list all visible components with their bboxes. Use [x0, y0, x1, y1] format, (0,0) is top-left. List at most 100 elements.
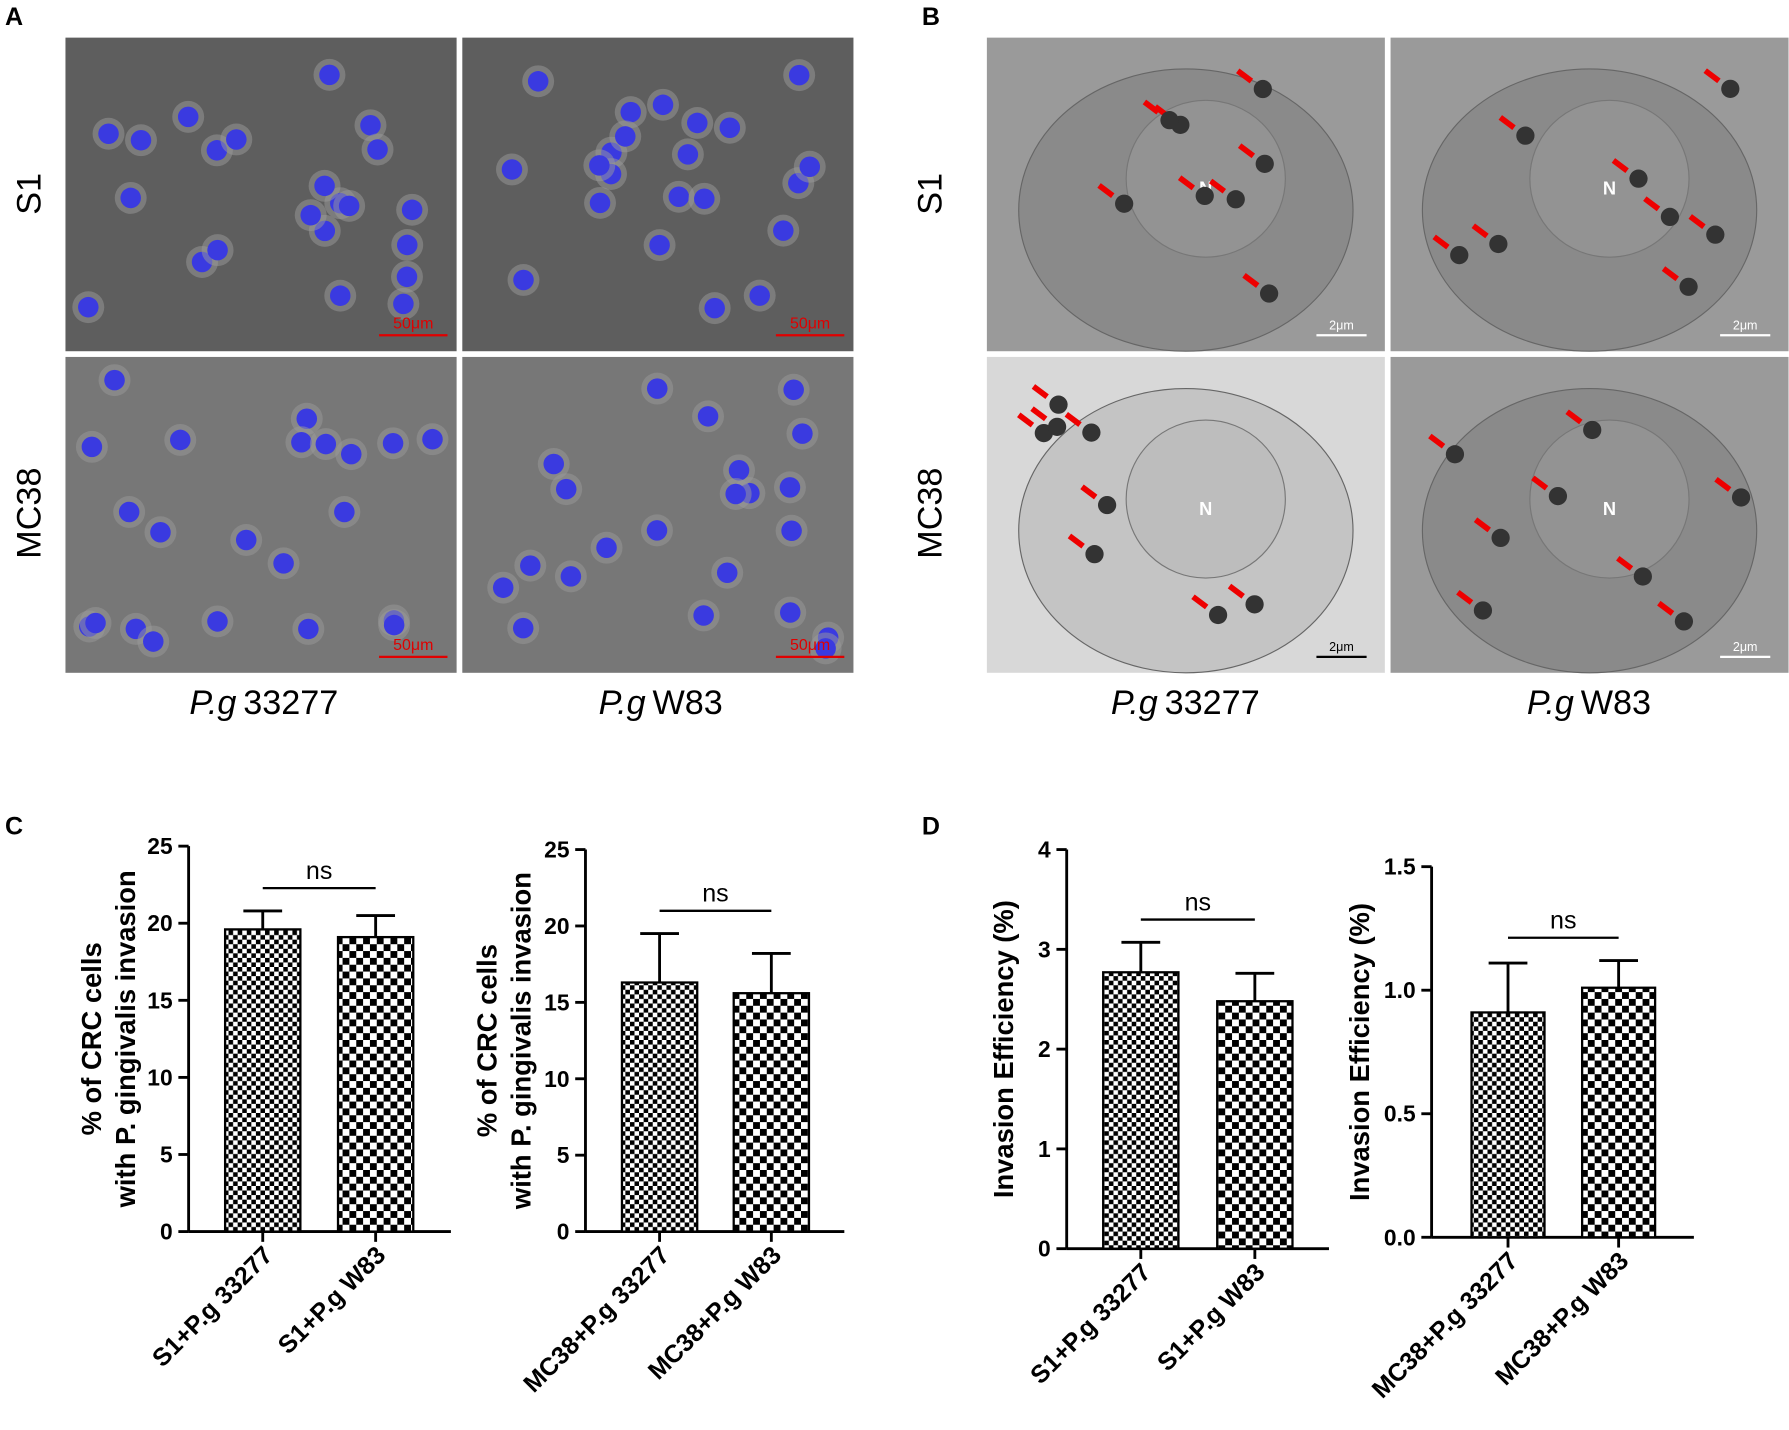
cell-nucleus — [235, 529, 257, 551]
column-label: P.g W83 — [599, 684, 723, 722]
cell-nucleus — [170, 429, 191, 451]
species: P.g — [1527, 684, 1574, 722]
cell-nucleus — [314, 175, 335, 197]
cell-nucleus — [615, 126, 636, 147]
bacterium — [1489, 234, 1508, 254]
y-tick-label: 0 — [160, 1219, 173, 1245]
bacterium — [1253, 79, 1272, 99]
nucleus — [1529, 419, 1690, 579]
arrow — [1616, 555, 1634, 571]
panel-label: A — [5, 3, 23, 31]
scale-bar-label: 2μm — [1329, 319, 1354, 333]
cell-nucleus — [143, 631, 164, 652]
column-label: P.g W83 — [1527, 684, 1651, 722]
arrow — [1611, 158, 1629, 173]
arrow — [1208, 178, 1227, 194]
arrow — [1531, 475, 1549, 491]
cell-nucleus — [513, 269, 534, 291]
panel-label: C — [5, 813, 23, 841]
cell-nucleus — [620, 101, 641, 123]
cell-nucleus — [792, 423, 813, 444]
bacterium — [1491, 528, 1510, 548]
cell-nucleus — [749, 285, 770, 306]
y-tick-label: 0 — [1038, 1236, 1051, 1262]
cell-nucleus — [704, 297, 725, 319]
cell-nucleus — [338, 195, 360, 217]
cell-nucleus — [319, 64, 340, 86]
panel-label: D — [922, 813, 940, 841]
y-tick-label: 15 — [147, 987, 173, 1013]
species: P.g — [189, 684, 236, 722]
arrow — [1097, 183, 1115, 198]
column-label: P.g 33277 — [189, 684, 338, 722]
significance-label: ns — [1550, 907, 1576, 935]
cell-nucleus — [396, 266, 418, 288]
bar — [620, 981, 699, 1233]
arrow — [1473, 517, 1491, 533]
bacterium — [1473, 601, 1493, 620]
arrow — [1714, 476, 1732, 492]
cell-nucleus — [367, 139, 388, 160]
bacterium — [1731, 488, 1751, 507]
column-label: P.g 33277 — [1111, 684, 1260, 722]
arrow — [1565, 409, 1583, 425]
bacterium — [1259, 284, 1279, 303]
y-tick-label: 0 — [557, 1219, 570, 1245]
arrow — [1142, 99, 1160, 115]
cell-nucleus — [815, 638, 836, 659]
x-tick-label: S1+P.g W83 — [1152, 1258, 1271, 1377]
cell-nucleus — [677, 144, 699, 165]
bacterium — [1583, 420, 1602, 440]
nucleus — [1125, 419, 1286, 579]
cell-nucleus — [177, 106, 199, 128]
bacterium — [1633, 567, 1652, 586]
bacterium — [1450, 245, 1469, 265]
cell-nucleus — [799, 156, 821, 178]
cell-nucleus — [788, 64, 810, 86]
cell-nucleus — [396, 234, 418, 256]
bar — [1470, 1011, 1546, 1239]
scale-bar-label: 50μm — [790, 637, 830, 654]
bacterium — [1245, 595, 1264, 614]
arrow — [1030, 406, 1048, 422]
x-tick-label: S1+P.g 33277 — [147, 1241, 278, 1372]
y-axis-label: with P. gingivalis invasion — [110, 870, 141, 1208]
cell-nucleus — [779, 477, 801, 498]
cell-nucleus — [383, 614, 405, 636]
arrow — [1242, 273, 1260, 288]
cell-nucleus — [291, 432, 312, 453]
arrow — [1428, 433, 1446, 449]
cell-nucleus — [725, 483, 746, 505]
cell-nucleus — [300, 204, 321, 226]
bar — [223, 928, 302, 1233]
cell-nucleus — [693, 605, 714, 626]
y-tick-label: 5 — [160, 1141, 173, 1167]
cell-nucleus — [694, 188, 715, 210]
cell-nucleus — [646, 520, 668, 541]
bacterium — [1082, 423, 1101, 442]
panel-label: B — [922, 3, 940, 31]
cell-nucleus — [649, 234, 670, 256]
x-tick-label: S1+P.g 33277 — [1025, 1258, 1156, 1389]
bacterium — [1226, 190, 1245, 209]
row-label: S1 — [911, 173, 949, 215]
cell-nucleus — [779, 602, 801, 623]
arrow — [1657, 600, 1675, 616]
scale-bar-label: 50μm — [790, 315, 830, 332]
cell-nucleus — [120, 187, 141, 209]
arrow — [1703, 68, 1721, 84]
scale-bar-label: 50μm — [393, 315, 433, 332]
strain: 33277 — [1165, 684, 1260, 722]
cell-nucleus — [783, 379, 804, 401]
y-tick-label: 20 — [544, 913, 569, 939]
bacterium — [1195, 186, 1214, 206]
y-axis-label: % of CRC cells — [472, 944, 503, 1137]
arrow — [1031, 384, 1049, 399]
cell-nucleus — [560, 566, 582, 587]
y-tick-label: 2 — [1038, 1036, 1051, 1062]
species: P.g — [1111, 684, 1158, 722]
cell-nucleus — [130, 129, 152, 151]
arrow — [1432, 234, 1450, 250]
arrow — [1017, 412, 1035, 428]
cell-nucleus — [589, 192, 611, 214]
